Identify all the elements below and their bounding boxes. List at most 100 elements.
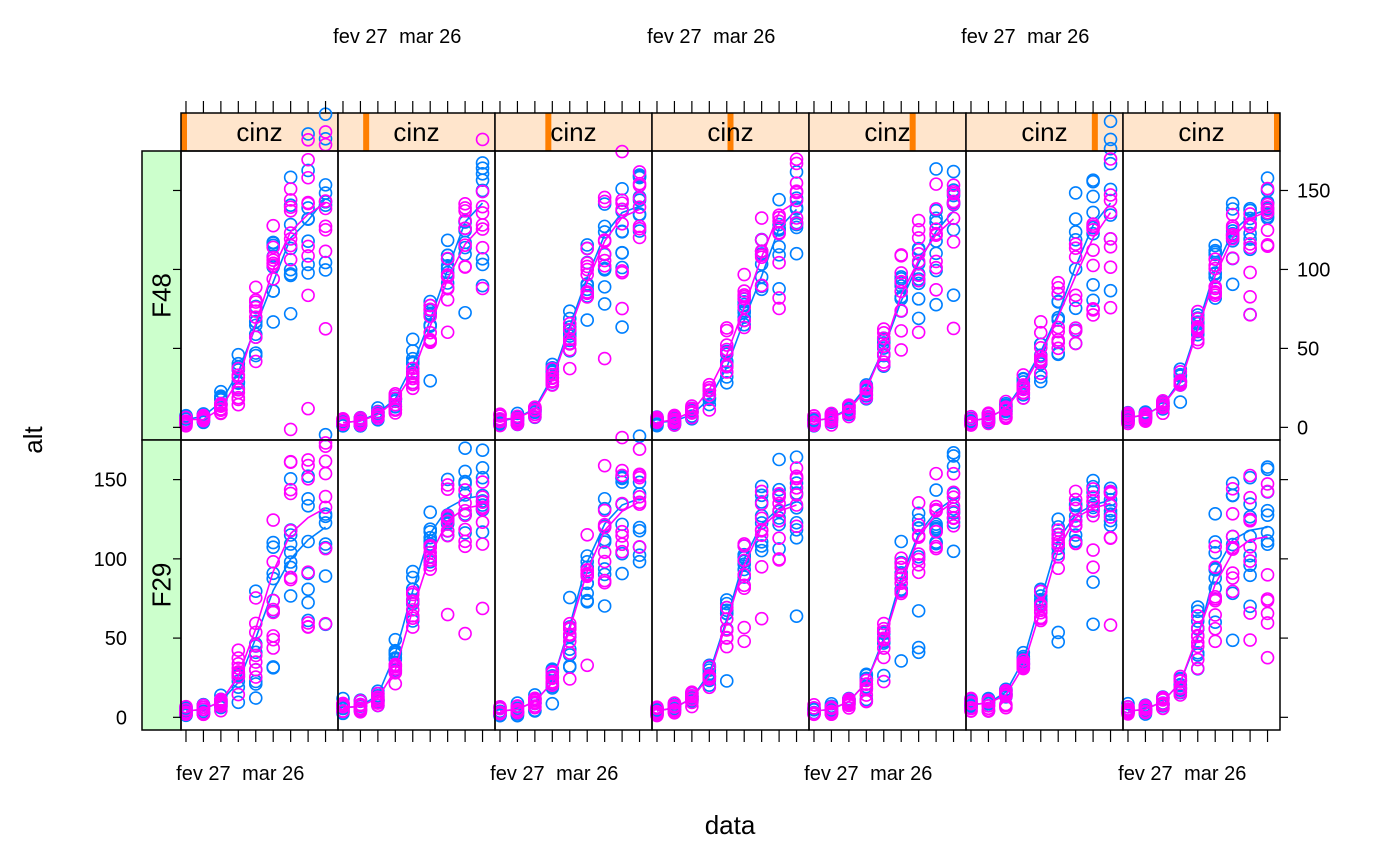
series-b-point [405, 587, 420, 602]
series-b-point [266, 632, 281, 647]
series-b-point [842, 694, 856, 708]
series-b-point [196, 410, 211, 425]
series-a-point [911, 292, 926, 306]
series-a-point [615, 320, 629, 334]
series-a-point [423, 525, 438, 539]
series-b-point [911, 518, 926, 532]
series-b-point [789, 216, 804, 231]
series-b-point [179, 416, 193, 431]
series-b-point [231, 666, 246, 681]
series-b-point [964, 691, 978, 706]
series-b-point [911, 557, 926, 572]
series-b-point [388, 676, 403, 691]
series-a-point [929, 517, 943, 531]
series-a-point [1103, 182, 1118, 197]
series-a-point [475, 251, 490, 266]
series-a-point [475, 156, 490, 170]
series-b-point [597, 259, 612, 273]
column-strip [809, 113, 966, 151]
series-a-point [1103, 503, 1118, 518]
series-b-point [824, 707, 839, 721]
series-a-point [754, 488, 769, 503]
series-b-point [1208, 590, 1223, 604]
series-b-point [1033, 325, 1048, 340]
series-a-line [813, 210, 955, 422]
series-b-point [719, 639, 734, 654]
series-a-point [894, 270, 909, 284]
series-b-point [440, 514, 455, 529]
series-b-point [999, 683, 1013, 698]
series-b-point [301, 453, 315, 467]
series-b-point [842, 404, 856, 419]
x-tick-label: fev 27 [176, 763, 230, 785]
series-b-point [929, 177, 943, 191]
column-strip-label: cinz [393, 117, 439, 147]
series-b-point [1173, 688, 1188, 702]
series-b-point [981, 695, 996, 709]
x-tick-label: mar 26 [399, 26, 461, 48]
series-b-point [719, 365, 734, 379]
series-b-point [1103, 260, 1118, 274]
series-b-point [789, 469, 804, 484]
series-b-point [423, 545, 438, 560]
series-b-point [301, 152, 315, 167]
series-b-point [632, 540, 647, 554]
series-b-point [650, 704, 664, 719]
series-a-point [632, 169, 647, 184]
series-a-point [1103, 283, 1118, 298]
series-b-point [1243, 240, 1257, 255]
panel [336, 439, 496, 731]
series-b-point [458, 534, 472, 549]
series-a-point [597, 297, 612, 311]
series-b-point [1068, 250, 1083, 264]
series-b-point [266, 218, 281, 233]
series-b-line [813, 218, 955, 422]
series-a-point [1208, 546, 1223, 560]
series-b-point [981, 413, 996, 428]
series-b-line [499, 501, 640, 712]
series-b-point [318, 541, 333, 556]
series-b-point [1243, 633, 1257, 647]
series-a-point [1086, 278, 1100, 292]
series-a-point [789, 523, 804, 537]
panel [964, 114, 1124, 441]
y-tick-label: 50 [105, 628, 127, 650]
series-b-point [266, 272, 281, 286]
series-b-point [336, 697, 350, 712]
series-b-point [1243, 237, 1257, 251]
series-a-point [301, 257, 315, 272]
series-b-point [981, 410, 996, 424]
series-b-point [685, 401, 699, 416]
series-b-point [440, 482, 455, 497]
series-a-point [475, 443, 490, 458]
series-a-point [1068, 212, 1083, 226]
series-a-point [283, 306, 298, 321]
series-b-point [266, 641, 281, 655]
series-b-point [894, 343, 909, 357]
series-a-point [1051, 512, 1066, 526]
series-a-point [772, 517, 786, 532]
strip-level-marker [727, 113, 734, 151]
series-b-point [336, 704, 350, 719]
series-b-point [754, 233, 769, 247]
series-b-point [458, 221, 472, 236]
series-a-point [1225, 633, 1240, 648]
panel [807, 150, 967, 441]
series-b-point [615, 202, 629, 217]
series-b-point [405, 368, 420, 383]
column-strip-label: cinz [1021, 117, 1067, 147]
series-b-point [789, 211, 804, 225]
series-b-point [318, 201, 333, 216]
axis-layer: 0 0 50 50 100 100 150 150 fev 27 mar 26 fev 27 mar … [94, 26, 1331, 785]
series-a-point [772, 192, 786, 207]
series-b-point [301, 170, 315, 185]
series-b-point [754, 250, 769, 264]
strip-level-marker [181, 113, 187, 151]
series-b-point [789, 176, 804, 190]
series-a-point [789, 609, 804, 624]
series-b-point [999, 700, 1013, 715]
series-b-point [1190, 628, 1205, 643]
series-b-point [842, 400, 856, 415]
series-a-point [789, 200, 804, 215]
series-b-point [528, 691, 542, 706]
